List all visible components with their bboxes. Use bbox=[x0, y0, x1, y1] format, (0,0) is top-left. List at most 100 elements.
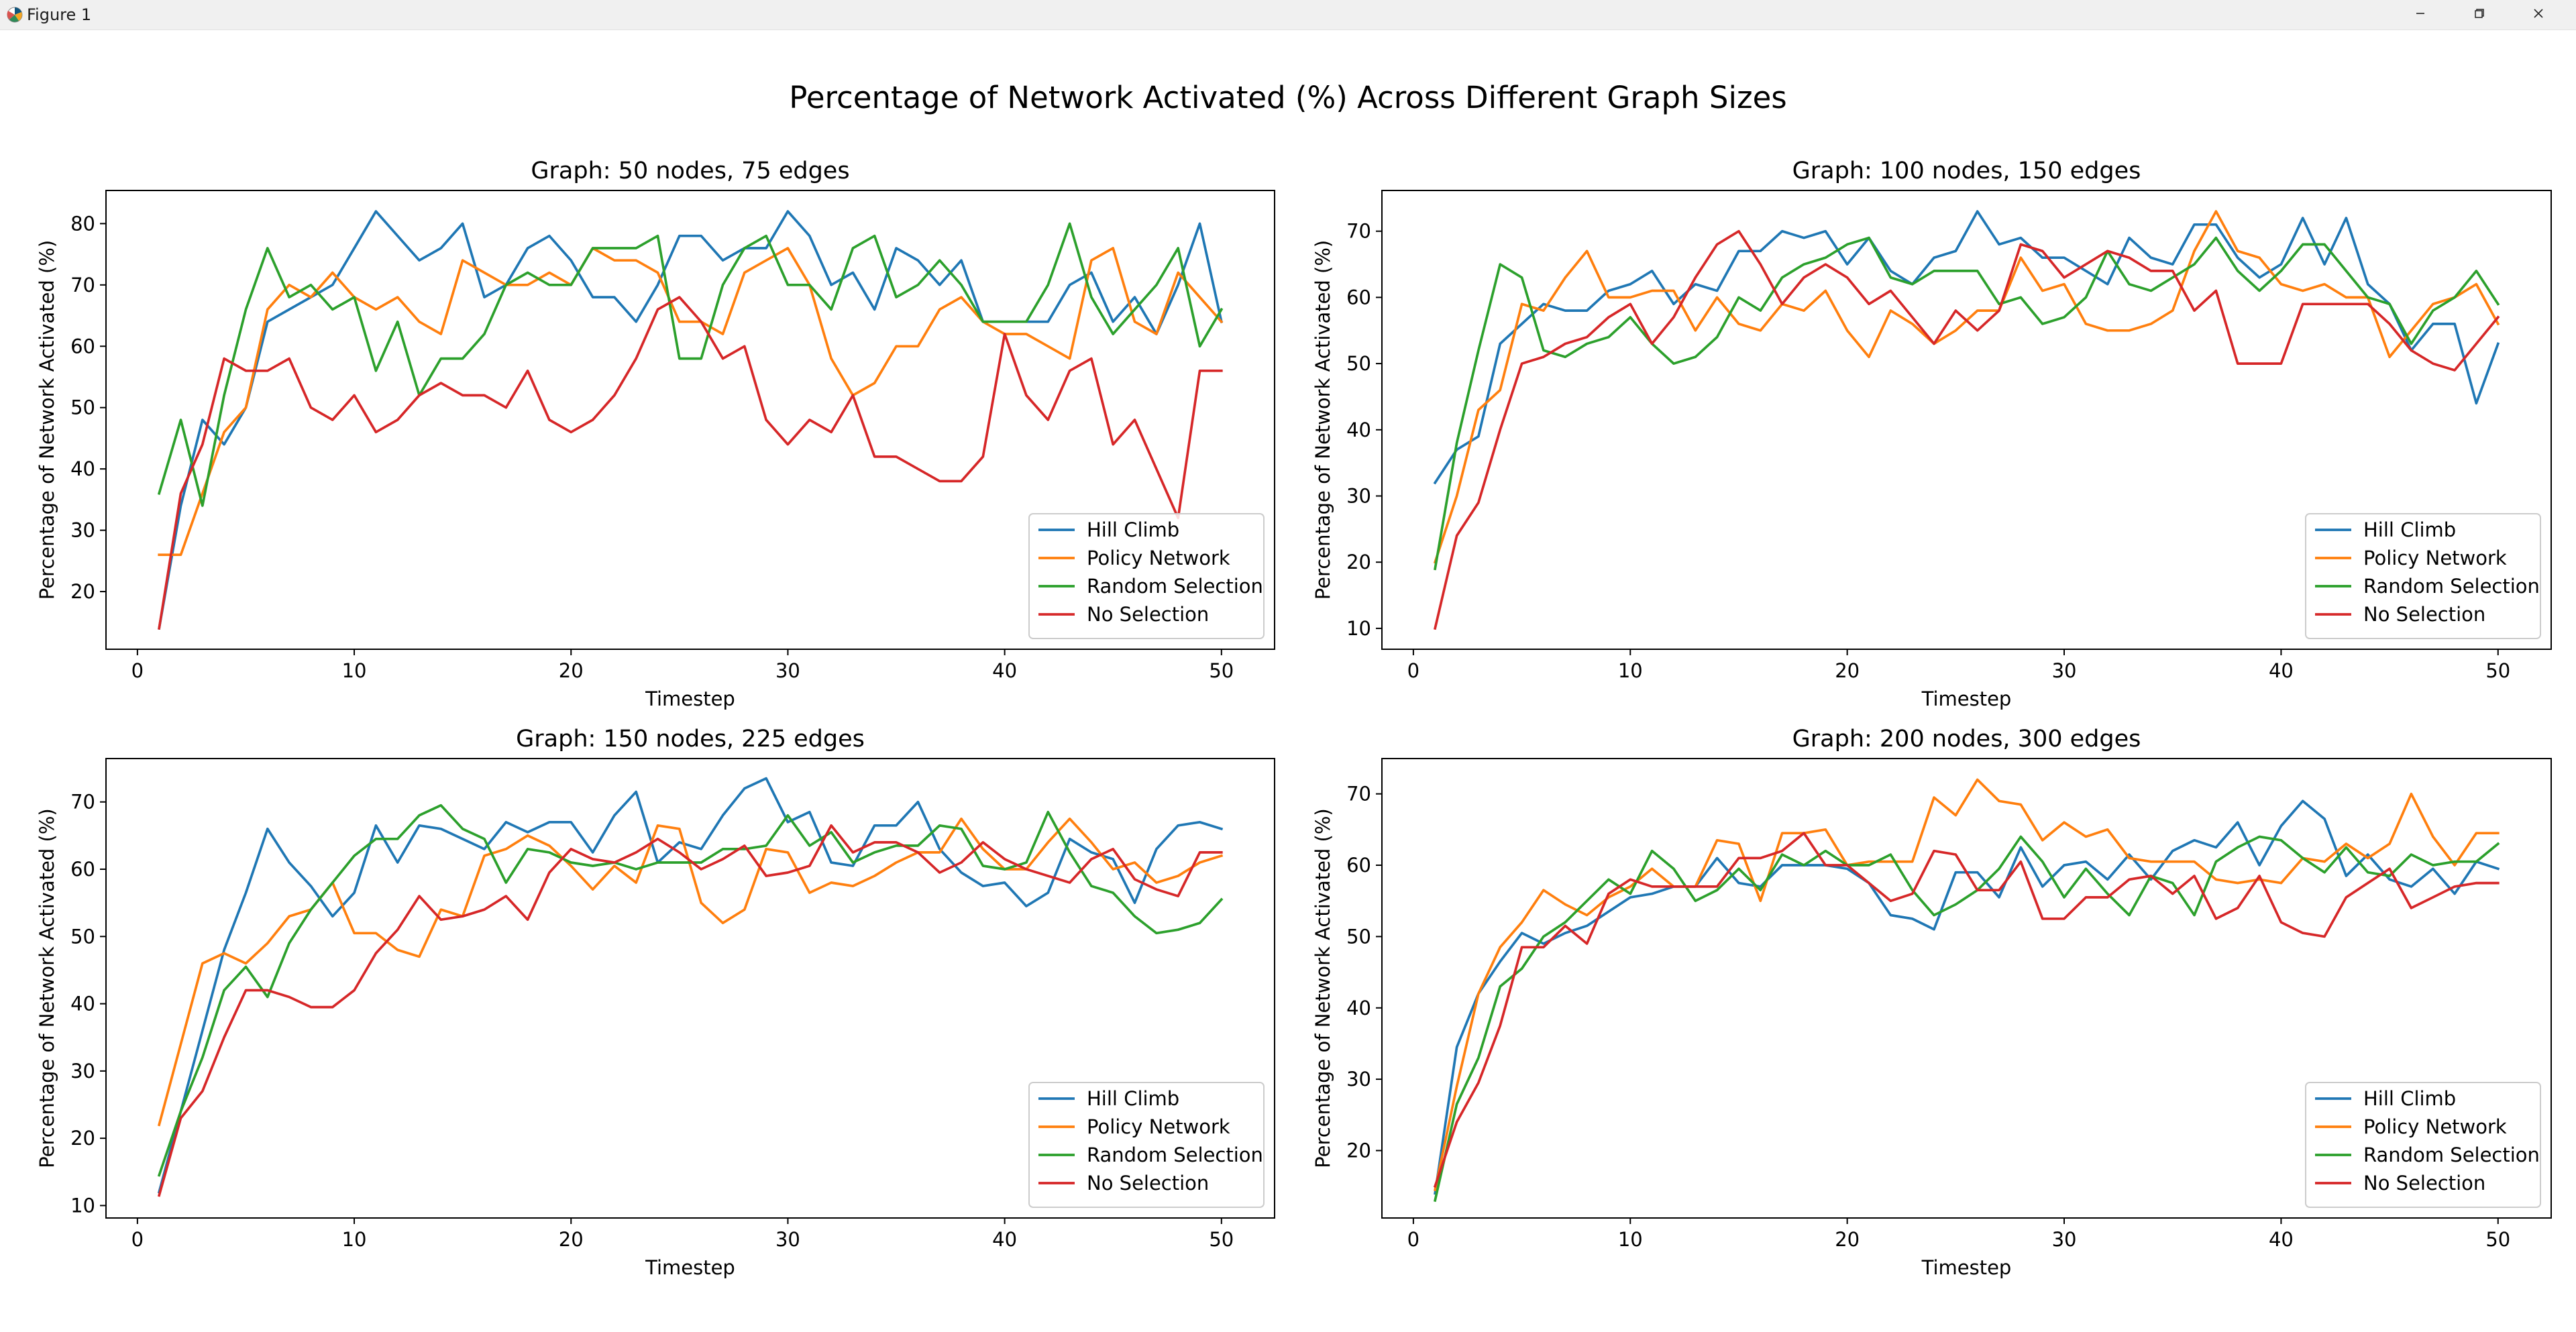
legend-label: No Selection bbox=[1087, 1172, 1209, 1195]
legend-label: No Selection bbox=[1087, 603, 1209, 626]
title-bar[interactable]: Figure 1 bbox=[0, 0, 2576, 30]
y-axis-label: Percentage of Network Activated (%) bbox=[36, 808, 58, 1168]
legend-label: Random Selection bbox=[2363, 575, 2540, 598]
x-tick-label: 0 bbox=[1407, 1228, 1419, 1251]
series-lines bbox=[157, 777, 1224, 1197]
y-axis-label: Percentage of Network Activated (%) bbox=[1311, 808, 1334, 1168]
legend-label: Hill Climb bbox=[2363, 518, 2456, 541]
y-tick-label: 10 bbox=[70, 1194, 95, 1217]
legend-label: Random Selection bbox=[2363, 1144, 2540, 1166]
x-tick-label: 50 bbox=[1209, 1228, 1234, 1251]
window-title: Figure 1 bbox=[27, 5, 92, 24]
subplot-title: Graph: 50 nodes, 75 edges bbox=[531, 158, 849, 184]
legend-label: Policy Network bbox=[2363, 1115, 2507, 1138]
y-tick-label: 40 bbox=[1346, 419, 1371, 441]
y-tick-label: 70 bbox=[1346, 220, 1371, 243]
x-tick-label: 40 bbox=[992, 1228, 1017, 1251]
axes-frame bbox=[1381, 758, 2552, 1219]
series-line-random-selection bbox=[1433, 835, 2500, 1203]
legend-label: No Selection bbox=[2363, 603, 2485, 626]
maximize-icon bbox=[2471, 5, 2487, 24]
y-tick-label: 60 bbox=[1346, 286, 1371, 309]
y-tick-label: 10 bbox=[1346, 617, 1371, 640]
y-tick-label: 60 bbox=[1346, 854, 1371, 877]
y-tick-label: 30 bbox=[70, 1060, 95, 1083]
maximize-button[interactable] bbox=[2442, 0, 2517, 30]
x-tick-label: 20 bbox=[1835, 1228, 1860, 1251]
y-tick-label: 50 bbox=[70, 396, 95, 419]
subplot-title: Graph: 200 nodes, 300 edges bbox=[1792, 726, 2141, 753]
y-tick-label: 70 bbox=[1346, 783, 1371, 806]
legend-box bbox=[2305, 1082, 2541, 1208]
series-line-no-selection bbox=[1433, 832, 2500, 1188]
axes-frame bbox=[105, 758, 1275, 1219]
x-axis-label: Timestep bbox=[1921, 1256, 2012, 1279]
x-tick-label: 30 bbox=[775, 659, 800, 682]
x-tick-label: 0 bbox=[1407, 659, 1419, 682]
close-icon bbox=[2530, 5, 2546, 24]
series-line-random-selection bbox=[1434, 236, 2500, 571]
series-line-hill-climb bbox=[1433, 210, 2500, 485]
series-lines bbox=[157, 210, 1224, 630]
x-tick-label: 10 bbox=[1618, 659, 1643, 682]
y-tick-label: 60 bbox=[70, 335, 95, 357]
subplot-2: 0 10 20 30 40 50 10 20 30 40 50 60 70 Graph: 100 node… bbox=[1311, 158, 2552, 710]
subplot-4: 0 10 20 30 40 50 20 30 40 50 60 70 Graph: 200 nodes,… bbox=[1311, 726, 2552, 1279]
y-tick-label: 40 bbox=[70, 993, 95, 1015]
x-tick-label: 30 bbox=[775, 1228, 800, 1251]
subplot-3: 0 10 20 30 40 50 10 20 30 40 50 60 70 Graph: 150 node… bbox=[36, 726, 1275, 1279]
y-axis-label: Percentage of Network Activated (%) bbox=[36, 240, 58, 600]
series-line-hill-climb bbox=[158, 210, 1224, 630]
y-tick-label: 30 bbox=[70, 519, 95, 542]
series-line-policy-network bbox=[158, 247, 1224, 557]
y-tick-label: 30 bbox=[1346, 485, 1371, 508]
x-tick-label: 40 bbox=[992, 659, 1017, 682]
y-tick-label: 40 bbox=[70, 457, 95, 480]
x-tick-label: 50 bbox=[2485, 1228, 2510, 1251]
figure-suptitle: Percentage of Network Activated (%) Acro… bbox=[789, 80, 1787, 115]
x-tick-label: 40 bbox=[2269, 1228, 2294, 1251]
y-tick-label: 50 bbox=[1346, 925, 1371, 948]
y-tick-label: 60 bbox=[70, 858, 95, 881]
x-axis-label: Timestep bbox=[645, 687, 735, 710]
axes-frame bbox=[1381, 190, 2552, 650]
legend-label: Policy Network bbox=[1087, 547, 1230, 569]
legend: Hill Climb Policy Network Random Selection… bbox=[1028, 513, 1265, 639]
series-lines bbox=[1433, 210, 2500, 630]
x-tick-label: 0 bbox=[131, 1228, 144, 1251]
x-axis-label: Timestep bbox=[645, 1256, 735, 1279]
subplot-1: 0 10 20 30 40 50 20 30 40 50 60 70 80 Graph: 50 nodes… bbox=[36, 158, 1275, 710]
x-tick-label: 20 bbox=[559, 659, 584, 682]
legend: Hill Climb Policy Network Random Selection… bbox=[2305, 1082, 2541, 1208]
x-tick-label: 10 bbox=[1618, 1228, 1643, 1251]
series-line-hill-climb bbox=[157, 777, 1224, 1194]
x-tick-label: 10 bbox=[342, 1228, 367, 1251]
series-line-no-selection bbox=[158, 296, 1223, 630]
x-tick-label: 50 bbox=[1209, 659, 1234, 682]
legend-label: Policy Network bbox=[1087, 1115, 1230, 1138]
series-line-policy-network bbox=[1434, 778, 2500, 1192]
x-tick-label: 50 bbox=[2485, 659, 2510, 682]
x-tick-label: 30 bbox=[2052, 659, 2077, 682]
series-line-policy-network bbox=[1433, 210, 2500, 564]
y-tick-label: 20 bbox=[70, 1127, 95, 1150]
series-line-random-selection bbox=[157, 803, 1224, 1177]
legend-label: Random Selection bbox=[1087, 1144, 1263, 1166]
legend-label: Hill Climb bbox=[1087, 1087, 1179, 1110]
figure-canvas: Percentage of Network Activated (%) Acro… bbox=[0, 30, 2576, 1332]
subplots-grid: 0 10 20 30 40 50 20 30 40 50 60 70 80 Graph: 50 nodes… bbox=[36, 158, 2552, 1279]
x-tick-label: 10 bbox=[342, 659, 367, 682]
series-line-no-selection bbox=[157, 824, 1223, 1197]
legend: Hill Climb Policy Network Random Selection… bbox=[2305, 513, 2541, 639]
minimize-button[interactable] bbox=[2383, 0, 2458, 30]
y-tick-label: 70 bbox=[70, 791, 95, 814]
y-tick-label: 40 bbox=[1346, 997, 1371, 1019]
legend-label: Hill Climb bbox=[2363, 1087, 2456, 1110]
x-tick-label: 30 bbox=[2052, 1228, 2077, 1251]
x-tick-label: 0 bbox=[131, 659, 144, 682]
subplot-title: Graph: 100 nodes, 150 edges bbox=[1792, 158, 2141, 184]
y-tick-label: 30 bbox=[1346, 1068, 1371, 1091]
close-button[interactable] bbox=[2501, 0, 2576, 30]
matplotlib-app-icon bbox=[4, 4, 25, 25]
